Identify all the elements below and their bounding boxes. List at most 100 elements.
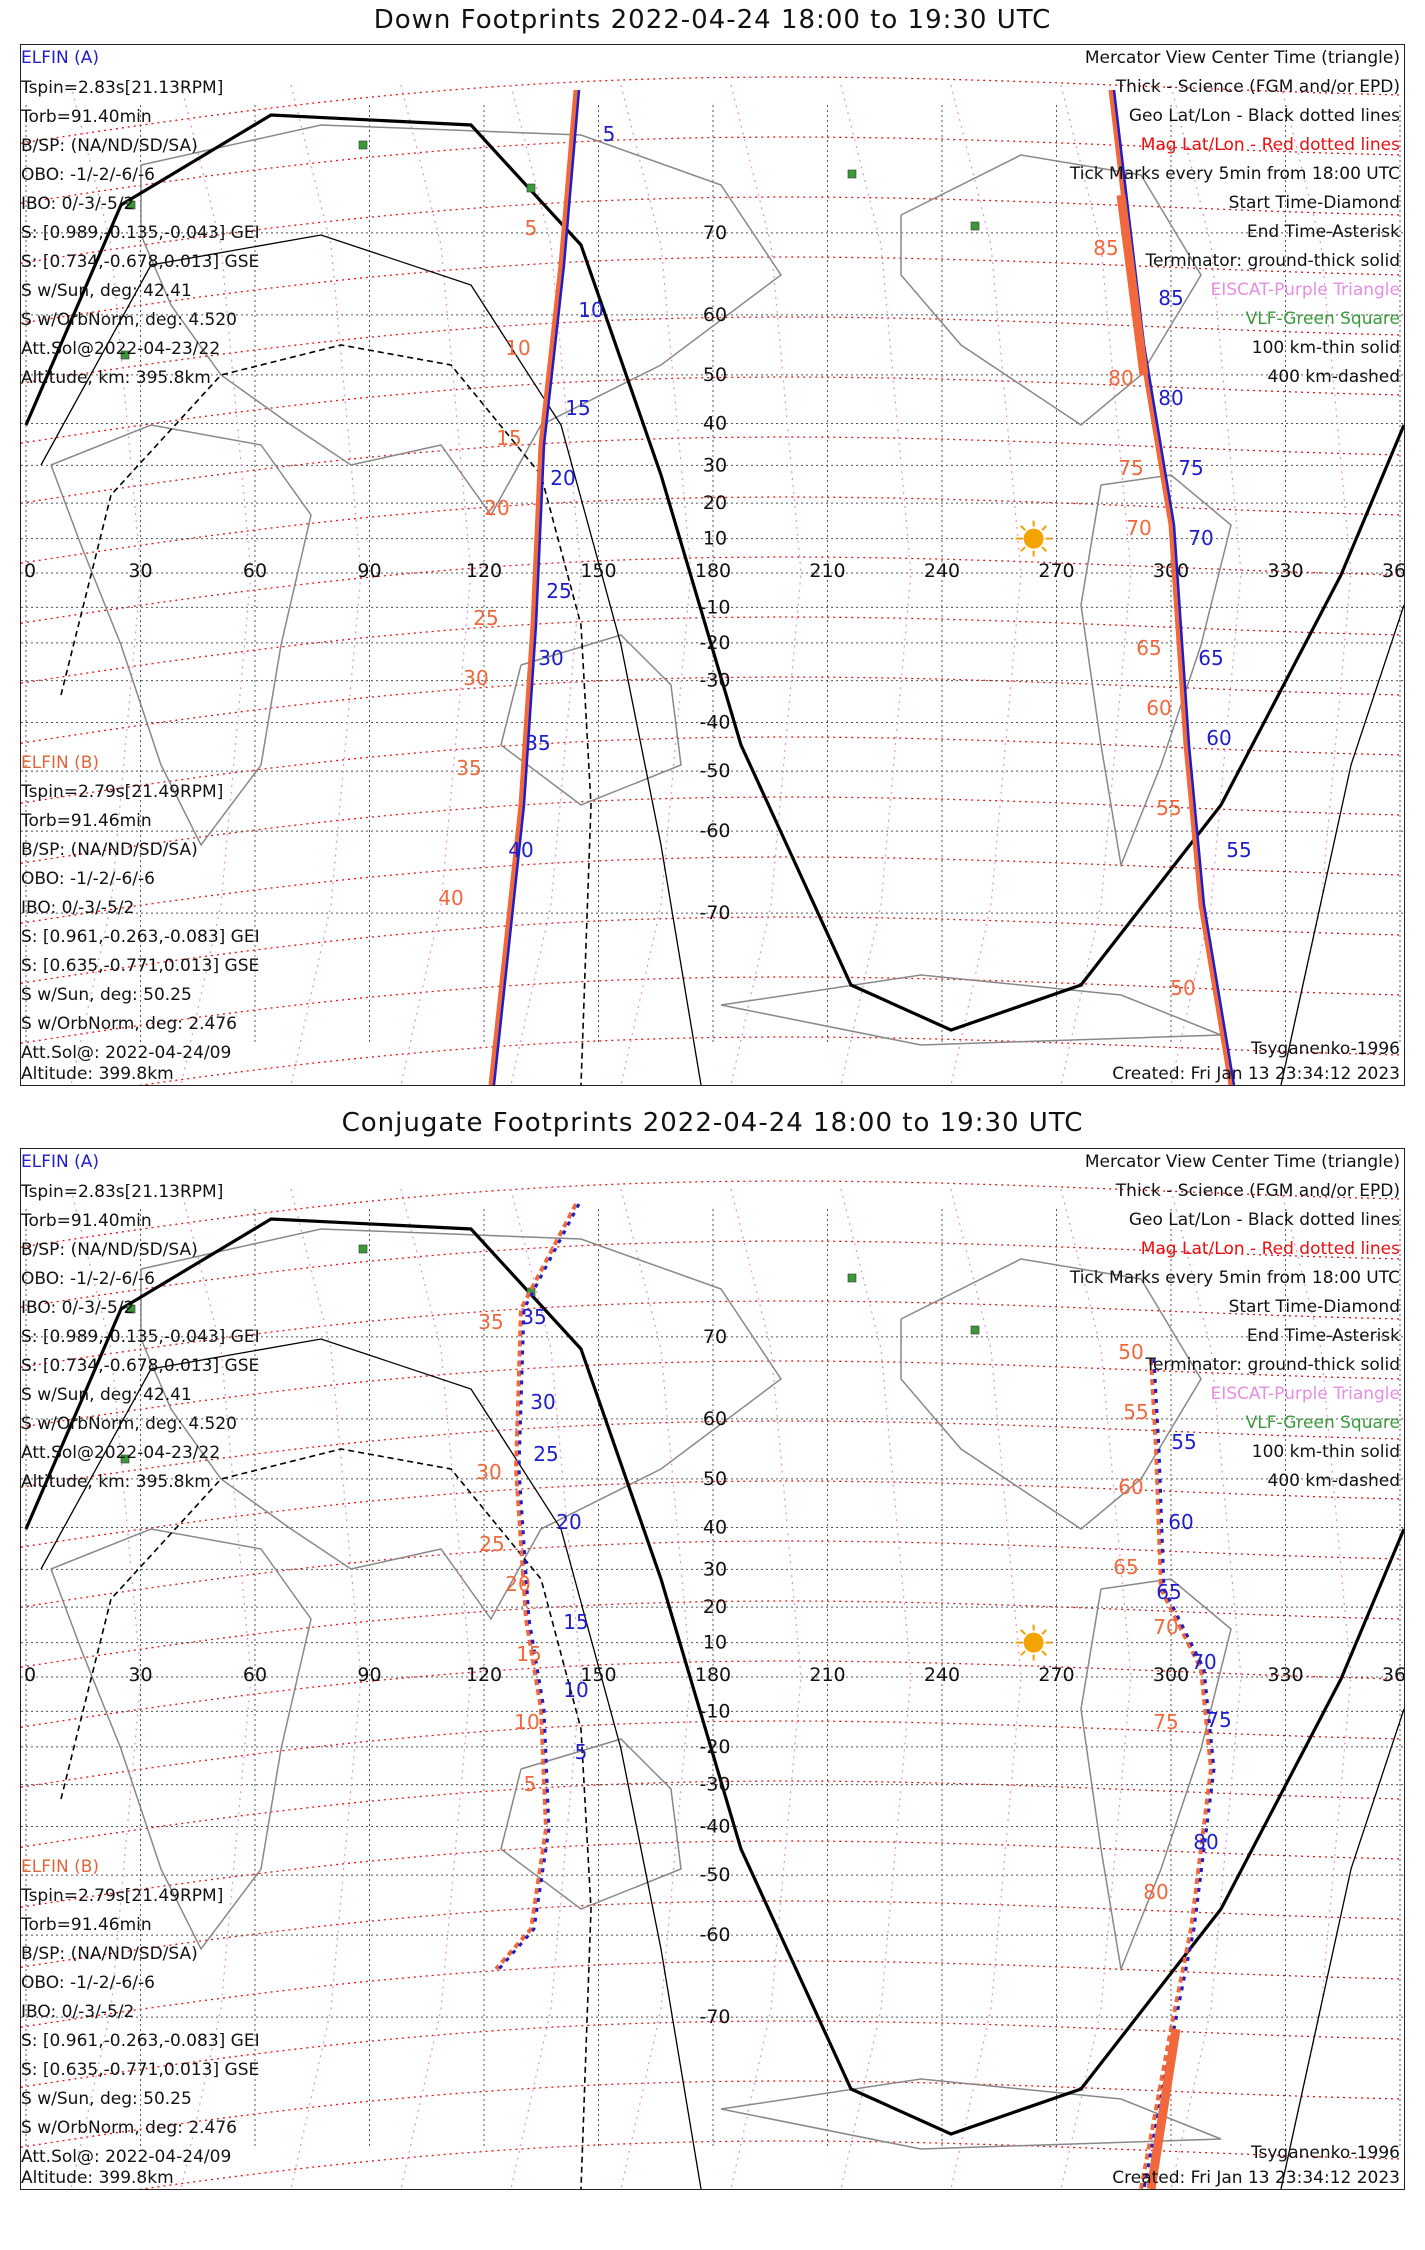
elfin-b-tick-label: 40 (438, 886, 463, 910)
lon-tick-label: 210 (809, 560, 845, 582)
mag-lat-line (21, 916, 1402, 984)
sun-ray (1020, 1629, 1026, 1635)
legend-100km: 100 km-thin solid (1251, 338, 1400, 358)
vlf-station-square (970, 221, 980, 231)
vlf-station-square (120, 1454, 130, 1464)
mag-lon-line (950, 1188, 1022, 2189)
elfin-b-tick-label: 80 (1108, 366, 1133, 390)
legend-end: End Time-Asterisk (1246, 1326, 1400, 1346)
elfin-a-tick-label: 80 (1193, 1830, 1218, 1854)
mag-lat-line (137, 2140, 1402, 2189)
lon-tick-label: 0 (24, 560, 36, 582)
mercator-map-conjugate: 0 30 60 90 120 150 180 210 240 270 300 330 360 70 60 50… (21, 1180, 1404, 2189)
lat-tick-label: -60 (699, 820, 730, 842)
lon-tick-label: 330 (1267, 1664, 1303, 1686)
lat-tick-label: 70 (703, 222, 727, 244)
info-line: Tspin=2.79s[21.49RPM] (21, 782, 224, 802)
info-line: S w/Sun, deg: 50.25 (21, 985, 192, 1005)
legend-start: Start Time-Diamond (1228, 1297, 1400, 1317)
elfin-b-tick-label: 25 (479, 1532, 504, 1556)
mag-lon-line (400, 84, 472, 1085)
vlf-station-square (526, 183, 536, 193)
info-line: Tspin=2.83s[21.13RPM] (21, 78, 224, 98)
elfin-b-tick-label: 65 (1113, 1555, 1138, 1579)
info-line: Torb=91.40min (21, 1211, 152, 1231)
info-line: S: [0.961,-0.263,-0.083] GEI (21, 2031, 260, 2051)
elfin-a-tick-label: 65 (1198, 646, 1223, 670)
elfin-a-tick-label: 70 (1191, 1650, 1216, 1674)
info-line: S w/OrbNorm, deg: 2.476 (21, 2118, 238, 2138)
elfin-a-tick-label: 25 (546, 579, 571, 603)
info-line: IBO: 0/-3/-5/2 (21, 1298, 135, 1318)
lon-tick-label: 150 (580, 560, 616, 582)
mag-lat-line (21, 796, 1402, 864)
lat-tick-label: 60 (703, 1408, 727, 1430)
sun-ray (1041, 525, 1048, 531)
continent-outline (140, 124, 783, 517)
elfin-b-track (494, 1203, 578, 1971)
info-line: Tspin=2.79s[21.49RPM] (21, 1886, 224, 1906)
legend-400km: 400 km-dashed (1267, 1471, 1400, 1491)
lat-tick-label: -30 (699, 1774, 730, 1796)
info-line: Altitude, km: 395.8km (21, 368, 211, 388)
terminator-400km-line (60, 1448, 592, 2189)
vlf-station-square (358, 1244, 368, 1254)
info-line: Altitude: 399.8km (21, 1064, 174, 1084)
mag-lon-line (950, 84, 1022, 1085)
info-line: Altitude, km: 395.8km (21, 1472, 211, 1492)
elfin-a-label: ELFIN (A) (21, 1152, 100, 1172)
lon-tick-label: 150 (580, 1664, 616, 1686)
vlf-station-square (126, 200, 136, 210)
terminator-100km-line (1280, 604, 1404, 1085)
legend-geo: Geo Lat/Lon - Black dotted lines (1128, 1210, 1400, 1230)
info-line: S w/OrbNorm, deg: 4.520 (21, 1414, 238, 1434)
map-frame-down: 0 30 60 90 120 150 180 210 240 270 300 330 360 70 60 50… (20, 44, 1405, 1086)
sun-ray (1020, 1650, 1026, 1657)
mag-lat-line (21, 1420, 1402, 1488)
legend-400km: 400 km-dashed (1267, 367, 1400, 387)
info-line: S w/Sun, deg: 42.41 (21, 281, 192, 301)
lat-tick-label: 20 (703, 1596, 727, 1618)
continent-outline (1080, 474, 1232, 868)
legend-100km: 100 km-thin solid (1251, 1442, 1400, 1462)
lon-tick-label: 330 (1267, 560, 1303, 582)
elfin-a-tick-label: 40 (508, 838, 533, 862)
vlf-station-square (970, 1325, 980, 1335)
info-line: Torb=91.40min (21, 107, 152, 127)
mag-lat-line (21, 1900, 1402, 1968)
lat-tick-label: 50 (703, 1468, 727, 1490)
elfin-a-track (1142, 1358, 1216, 2189)
mag-lon-line (180, 1188, 252, 2189)
mag-lon-line (510, 84, 582, 1085)
lat-tick-label: -40 (699, 712, 730, 734)
lon-tick-label: 30 (128, 560, 152, 582)
lat-tick-label: 70 (703, 1326, 727, 1348)
elfin-a-tick-label: 80 (1158, 386, 1183, 410)
mag-lon-line (290, 84, 362, 1085)
mag-lon-line (70, 1188, 142, 2189)
elfin-b-tick-label: 60 (1146, 696, 1171, 720)
elfin-b-science-segment (1116, 194, 1149, 376)
mag-lat-line (21, 376, 1402, 444)
lat-tick-label: -30 (699, 670, 730, 692)
info-line: S: [0.635,-0.771,0.013] GSE (21, 956, 260, 976)
elfin-b-tick-label: 30 (476, 1460, 501, 1484)
mag-lat-line (21, 1840, 1402, 1908)
info-line: S w/OrbNorm, deg: 2.476 (21, 1014, 238, 1034)
elfin-b-tick-label: 25 (473, 606, 498, 630)
lon-tick-label: 90 (357, 1664, 381, 1686)
elfin-a-tick-label: 60 (1206, 726, 1231, 750)
lat-tick-label: 40 (703, 412, 727, 434)
elfin-b-tick-label: 55 (1156, 796, 1181, 820)
info-line: B/SP: (NA/ND/SD/SA) (21, 136, 198, 156)
mag-lon-line (730, 84, 802, 1085)
elfin-b-tick-label: 85 (1093, 236, 1118, 260)
info-line: S w/OrbNorm, deg: 4.520 (21, 310, 238, 330)
elfin-b-label: ELFIN (B) (21, 753, 100, 773)
elfin-a-tick-label: 30 (538, 646, 563, 670)
mag-lon-line (620, 1188, 692, 2189)
lon-tick-label: 270 (1038, 560, 1074, 582)
vlf-station-square (126, 1304, 136, 1314)
lon-tick-label: 360 (1382, 1664, 1404, 1686)
lon-tick-label: 180 (695, 560, 731, 582)
